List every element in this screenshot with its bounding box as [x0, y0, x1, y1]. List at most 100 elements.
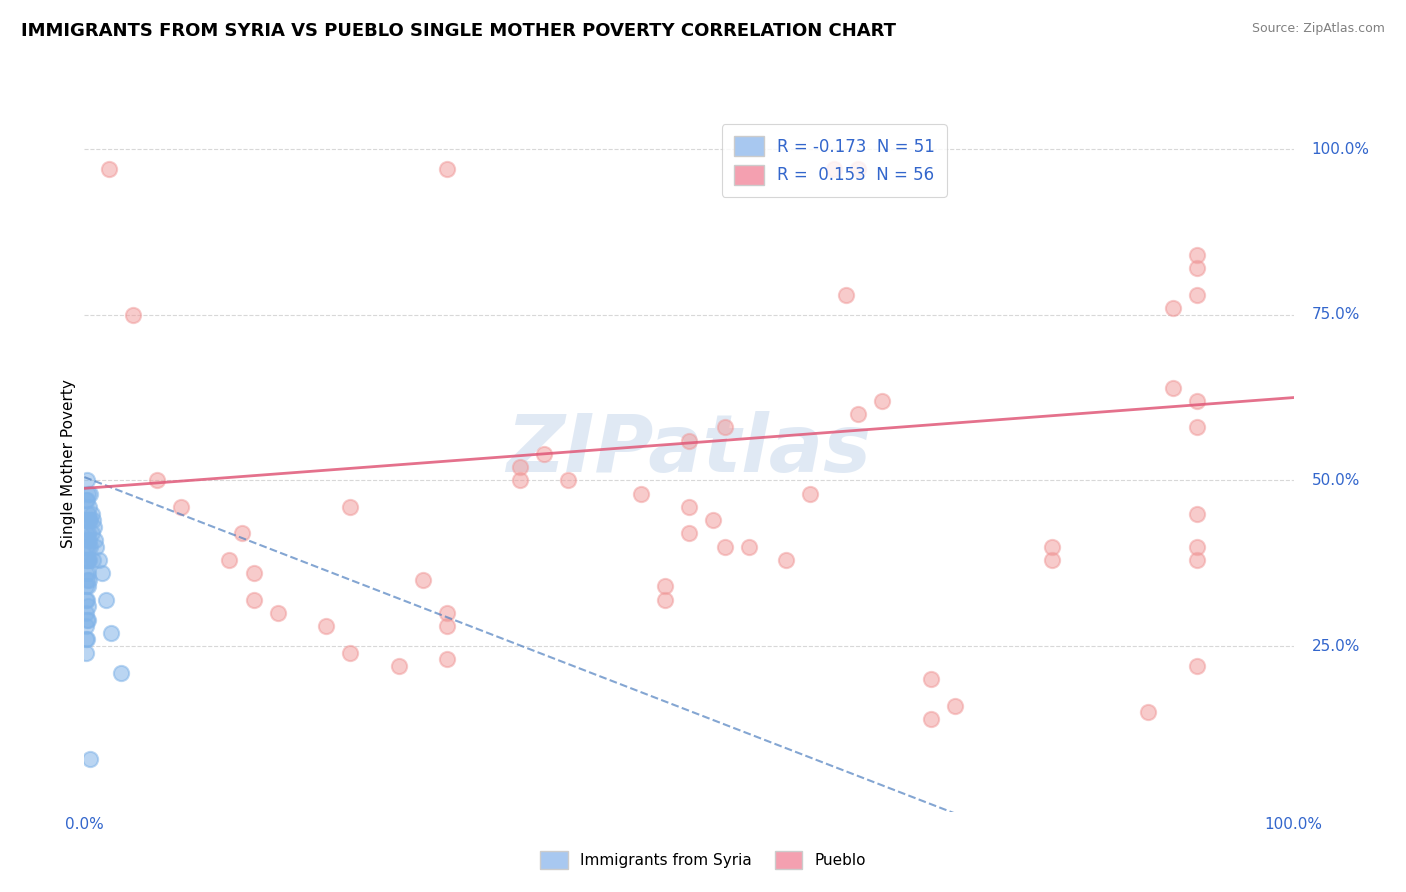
- Point: [714, 420, 737, 434]
- Point: [77, 507, 100, 521]
- Text: 100.0%: 100.0%: [1312, 142, 1369, 157]
- Text: 75.0%: 75.0%: [1312, 307, 1360, 322]
- Point: [1040, 540, 1063, 554]
- Text: ZIPatlas: ZIPatlas: [506, 411, 872, 489]
- Point: [77, 486, 100, 500]
- Point: [557, 474, 579, 488]
- Point: [76, 573, 98, 587]
- Point: [835, 288, 858, 302]
- Point: [1185, 540, 1208, 554]
- Point: [75, 566, 97, 581]
- Point: [846, 161, 869, 176]
- Point: [146, 474, 169, 488]
- Point: [1185, 420, 1208, 434]
- Point: [91, 566, 114, 581]
- Point: [920, 712, 942, 726]
- Point: [75, 513, 97, 527]
- Point: [75, 619, 97, 633]
- Point: [75, 632, 97, 647]
- Point: [339, 500, 361, 514]
- Point: [242, 566, 264, 581]
- Text: Source: ZipAtlas.com: Source: ZipAtlas.com: [1251, 22, 1385, 36]
- Point: [77, 526, 100, 541]
- Point: [80, 507, 103, 521]
- Point: [315, 619, 337, 633]
- Point: [1161, 381, 1184, 395]
- Point: [678, 500, 700, 514]
- Point: [76, 553, 98, 567]
- Point: [86, 540, 108, 554]
- Point: [799, 486, 821, 500]
- Point: [388, 659, 411, 673]
- Point: [1137, 706, 1160, 720]
- Point: [846, 407, 869, 421]
- Point: [1185, 507, 1208, 521]
- Point: [533, 447, 555, 461]
- Point: [79, 486, 101, 500]
- Y-axis label: Single Mother Poverty: Single Mother Poverty: [60, 379, 76, 549]
- Point: [1185, 393, 1208, 408]
- Point: [75, 553, 97, 567]
- Point: [77, 566, 100, 581]
- Point: [84, 533, 107, 547]
- Point: [76, 493, 98, 508]
- Point: [436, 161, 458, 176]
- Point: [509, 474, 531, 488]
- Point: [82, 513, 104, 527]
- Point: [231, 526, 253, 541]
- Text: 25.0%: 25.0%: [1312, 639, 1360, 654]
- Point: [436, 606, 458, 620]
- Point: [75, 526, 97, 541]
- Point: [714, 540, 737, 554]
- Point: [87, 553, 110, 567]
- Point: [77, 573, 100, 587]
- Point: [80, 526, 103, 541]
- Point: [75, 579, 97, 593]
- Point: [77, 553, 100, 567]
- Point: [77, 553, 100, 567]
- Point: [83, 520, 105, 534]
- Point: [872, 393, 894, 408]
- Point: [100, 625, 122, 640]
- Point: [77, 599, 100, 614]
- Point: [412, 573, 434, 587]
- Point: [76, 613, 98, 627]
- Point: [1040, 553, 1063, 567]
- Point: [1185, 288, 1208, 302]
- Point: [82, 553, 104, 567]
- Point: [77, 613, 100, 627]
- Point: [678, 434, 700, 448]
- Point: [79, 513, 101, 527]
- Point: [1161, 301, 1184, 315]
- Point: [678, 526, 700, 541]
- Point: [1185, 248, 1208, 262]
- Point: [702, 513, 724, 527]
- Point: [218, 553, 240, 567]
- Point: [94, 592, 117, 607]
- Point: [76, 474, 98, 488]
- Point: [77, 579, 100, 593]
- Point: [436, 619, 458, 633]
- Point: [79, 752, 101, 766]
- Text: 50.0%: 50.0%: [1312, 473, 1360, 488]
- Point: [823, 161, 845, 176]
- Point: [654, 592, 676, 607]
- Point: [77, 500, 100, 514]
- Point: [76, 533, 98, 547]
- Point: [170, 500, 193, 514]
- Point: [77, 533, 100, 547]
- Point: [97, 161, 120, 176]
- Point: [436, 652, 458, 666]
- Legend: Immigrants from Syria, Pueblo: Immigrants from Syria, Pueblo: [534, 845, 872, 875]
- Point: [738, 540, 761, 554]
- Point: [76, 513, 98, 527]
- Point: [775, 553, 797, 567]
- Point: [75, 540, 97, 554]
- Point: [76, 632, 98, 647]
- Text: IMMIGRANTS FROM SYRIA VS PUEBLO SINGLE MOTHER POVERTY CORRELATION CHART: IMMIGRANTS FROM SYRIA VS PUEBLO SINGLE M…: [21, 22, 896, 40]
- Point: [110, 665, 132, 680]
- Point: [121, 308, 143, 322]
- Point: [1185, 261, 1208, 276]
- Point: [242, 592, 264, 607]
- Point: [509, 460, 531, 475]
